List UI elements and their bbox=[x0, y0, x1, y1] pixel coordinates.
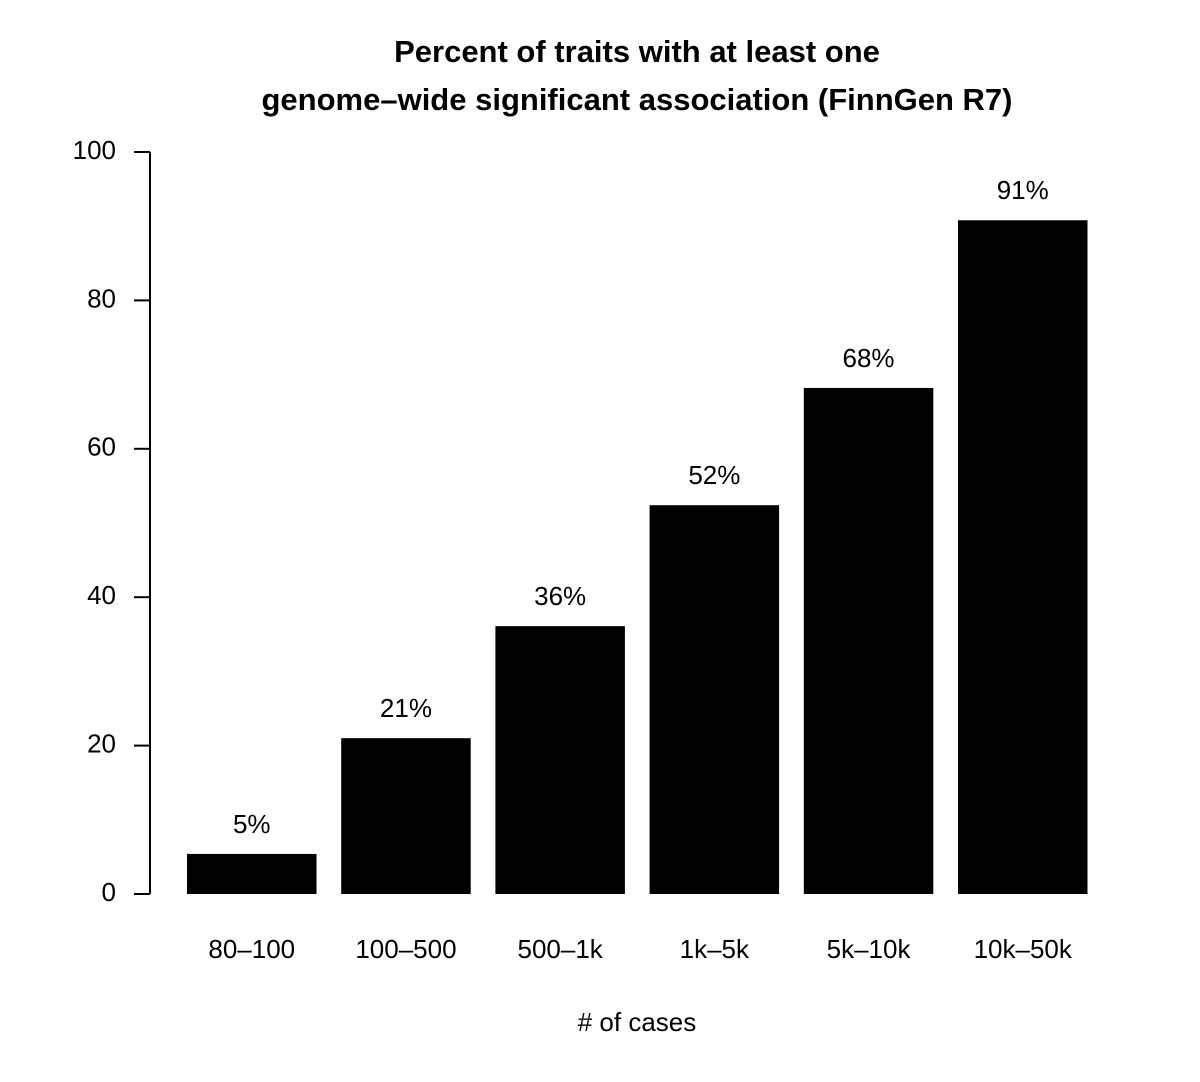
bar bbox=[187, 853, 317, 894]
x-tick-label: 10k–50k bbox=[974, 934, 1073, 964]
bar bbox=[803, 387, 934, 894]
bar bbox=[958, 220, 1088, 894]
x-tick-label: 5k–10k bbox=[827, 934, 912, 964]
x-tick-label: 80–100 bbox=[208, 934, 295, 964]
value-label: 5% bbox=[233, 809, 271, 839]
x-tick-label: 100–500 bbox=[355, 934, 456, 964]
value-label: 21% bbox=[380, 693, 432, 723]
value-label: 91% bbox=[997, 175, 1049, 205]
y-tick-label: 40 bbox=[87, 580, 116, 610]
y-tick-label: 60 bbox=[87, 432, 116, 462]
bar bbox=[341, 738, 471, 894]
chart-title: genome–wide significant association (Fin… bbox=[261, 82, 1012, 117]
x-tick-label: 500–1k bbox=[517, 934, 603, 964]
y-tick-label: 20 bbox=[87, 728, 116, 758]
value-label: 68% bbox=[843, 343, 895, 373]
y-tick-label: 100 bbox=[73, 135, 116, 165]
x-tick-label: 1k–5k bbox=[680, 934, 750, 964]
y-tick-label: 0 bbox=[102, 877, 116, 907]
x-axis-label: # of cases bbox=[578, 1007, 697, 1037]
y-tick-label: 80 bbox=[87, 283, 116, 313]
bar bbox=[649, 505, 780, 894]
bar bbox=[495, 626, 625, 894]
value-label: 52% bbox=[688, 460, 740, 490]
value-label: 36% bbox=[534, 581, 586, 611]
chart-title: Percent of traits with at least one bbox=[394, 34, 880, 69]
